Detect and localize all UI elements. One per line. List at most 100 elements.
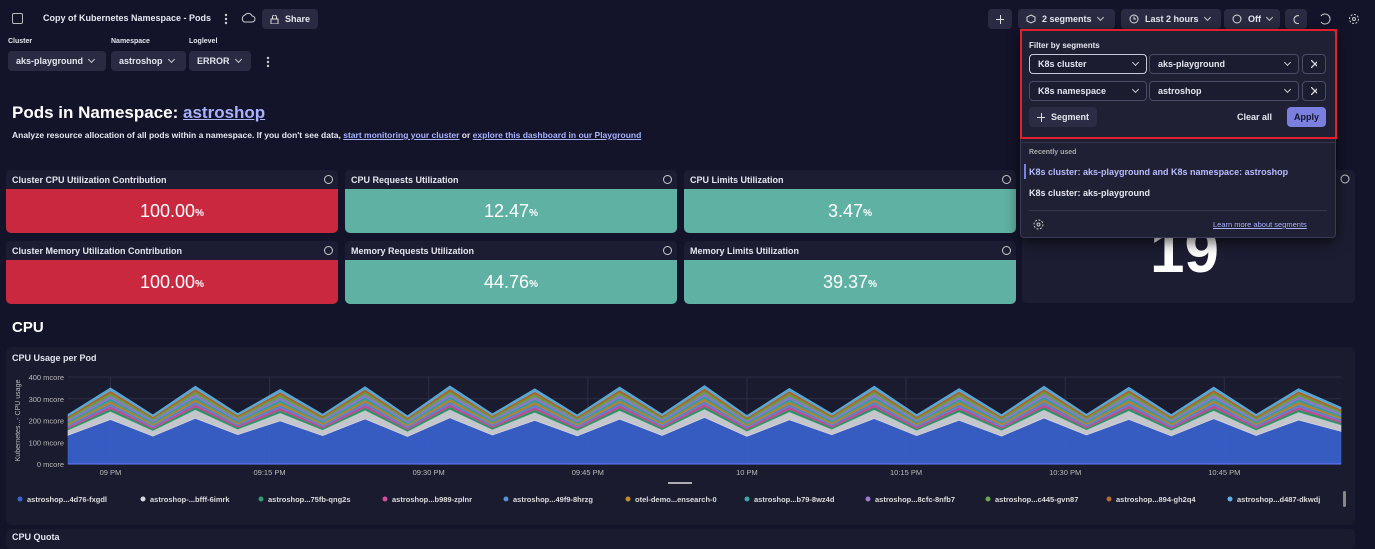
timeframe-button[interactable]: Last 2 hours (1121, 9, 1221, 29)
tile-title: Cluster Memory Utilization Contribution (6, 241, 338, 260)
tile-info[interactable] (324, 246, 333, 255)
tile-info[interactable] (324, 175, 333, 184)
apply-button[interactable]: Apply (1287, 107, 1326, 127)
chevron (1283, 85, 1292, 94)
next-card (6, 529, 1355, 549)
refresh-button[interactable]: Off (1224, 9, 1280, 29)
tile-value: 100.00% (6, 260, 338, 304)
tile-unit: % (195, 279, 204, 290)
legend-marker (625, 496, 631, 502)
y-tick-label: 400 mcore (29, 373, 64, 382)
legend-marker (1227, 496, 1233, 502)
tile-title: Memory Requests Utilization (345, 241, 677, 260)
heading-link[interactable]: astroshop (183, 103, 266, 122)
intro-link-2[interactable]: explore this dashboard in our Playground (472, 130, 642, 140)
x-tick-label: 10:15 PM (890, 468, 922, 477)
app-icon[interactable] (12, 13, 23, 24)
add-segment-label: Segment (1050, 112, 1089, 122)
add-segment[interactable]: Segment (1029, 107, 1097, 127)
tile-value: 39.37% (684, 260, 1016, 304)
legend-label: astroshop...c445-gvn87 (995, 495, 1078, 504)
tile-info[interactable] (663, 246, 672, 255)
segment-key-text: K8s cluster (1038, 59, 1087, 69)
divider (1029, 210, 1327, 211)
filter-value: ERROR (197, 56, 230, 66)
intro-link-1[interactable]: start monitoring your cluster (343, 130, 460, 140)
segment-value-text: astroshop (1158, 86, 1202, 96)
dashboard-title: Copy of Kubernetes Namespace - Pods (43, 13, 212, 23)
more-filters[interactable] (265, 55, 271, 69)
recent-title: Recently used (1029, 149, 1077, 156)
legend-marker (1106, 496, 1112, 502)
filter-label: Loglevel (189, 38, 218, 45)
close-icon (1311, 60, 1317, 68)
y-tick-label: 300 mcore (29, 395, 64, 404)
remove-segment[interactable] (1302, 54, 1326, 74)
recent-item[interactable]: K8s cluster: aks-playground and K8s name… (1029, 167, 1289, 177)
apply-label: Apply (1294, 112, 1320, 122)
intro-text-1: Analyze resource allocation of all pods … (12, 130, 344, 140)
legend-marker (382, 496, 388, 502)
segment-key[interactable]: K8s namespace (1029, 81, 1147, 101)
intro-text-2: or (459, 130, 473, 140)
tile-value: 100.00% (6, 189, 338, 233)
tile-info[interactable] (1002, 246, 1011, 255)
legend-label: astroshop...b989-zplnr (392, 495, 472, 504)
tile-info[interactable] (1340, 174, 1350, 184)
y-axis-label: Kubernetes...- CPU usage (15, 380, 22, 462)
tile-number: 100.00 (140, 271, 196, 292)
tile-unit: % (529, 279, 538, 290)
filter-dropdown[interactable]: aks-playground (8, 51, 106, 71)
tile-number: 12.47 (484, 200, 530, 221)
share-button[interactable]: Share (262, 9, 319, 29)
chart-title: CPU Usage per Pod (12, 353, 97, 363)
filter-dropdown[interactable]: ERROR (189, 51, 251, 71)
segments-label: 2 segments (1042, 14, 1092, 24)
tile-value: 3.47% (684, 189, 1016, 233)
legend-label: astroshop...d487-dkwdj (1237, 495, 1320, 504)
learn-more[interactable]: Learn more about segments (1213, 220, 1307, 229)
reload-button[interactable] (1285, 9, 1307, 29)
x-tick-label: 09:45 PM (572, 468, 604, 477)
filter-dropdown[interactable]: astroshop (111, 51, 186, 71)
remove-segment[interactable] (1302, 81, 1326, 101)
x-tick-label: 10 PM (736, 468, 758, 477)
clear-all[interactable]: Clear all (1237, 112, 1273, 122)
segment-key[interactable]: K8s cluster (1029, 54, 1147, 74)
segment-value[interactable]: astroshop (1149, 81, 1299, 101)
legend-marker (744, 496, 750, 502)
legend-label: astroshop...894-gh2q4 (1116, 495, 1196, 504)
segment-value[interactable]: aks-playground (1149, 54, 1299, 74)
tile-number: 39.37 (823, 271, 869, 292)
filter-value: aks-playground (16, 56, 84, 66)
legend-marker (985, 496, 991, 502)
tile-info[interactable] (663, 175, 672, 184)
toolbar-icons[interactable] (222, 12, 282, 26)
legend-marker (140, 496, 146, 502)
tile-number: 100.00 (140, 200, 196, 221)
divider (1020, 142, 1336, 143)
share-label: Share (285, 14, 311, 24)
x-tick-label: 09 PM (100, 468, 122, 477)
add-button[interactable] (988, 9, 1012, 29)
y-tick-label: 100 mcore (29, 438, 64, 447)
chart: 0 mcore 100 mcore 200 mcore 300 mcore 400 mc… (15, 373, 1342, 504)
tile-info[interactable] (1002, 175, 1011, 184)
chevron (1131, 85, 1140, 94)
segment-title: Filter by segments (1029, 41, 1100, 50)
page: Copy of Kubernetes Namespace - Pods Shar… (6, 9, 1363, 542)
tile-value: 12.47% (345, 189, 677, 233)
legend-scrollbar[interactable] (1343, 491, 1346, 507)
recent-item[interactable]: K8s cluster: aks-playground (1029, 188, 1151, 198)
settings-icon[interactable] (1033, 219, 1044, 230)
toolbar-icons-right[interactable] (1318, 12, 1363, 26)
segments-button[interactable]: 2 segments (1018, 9, 1115, 29)
tile-title: CPU Requests Utilization (345, 170, 677, 189)
segment-key-text: K8s namespace (1038, 86, 1107, 96)
y-tick-label: 0 mcore (37, 460, 64, 469)
tile-number: 44.76 (484, 271, 530, 292)
tile-title: Cluster CPU Utilization Contribution (6, 170, 338, 189)
y-tick-label: 200 mcore (29, 417, 64, 426)
tile-number: 3.47 (828, 200, 864, 221)
intro-text: Analyze resource allocation of all pods … (12, 130, 641, 140)
